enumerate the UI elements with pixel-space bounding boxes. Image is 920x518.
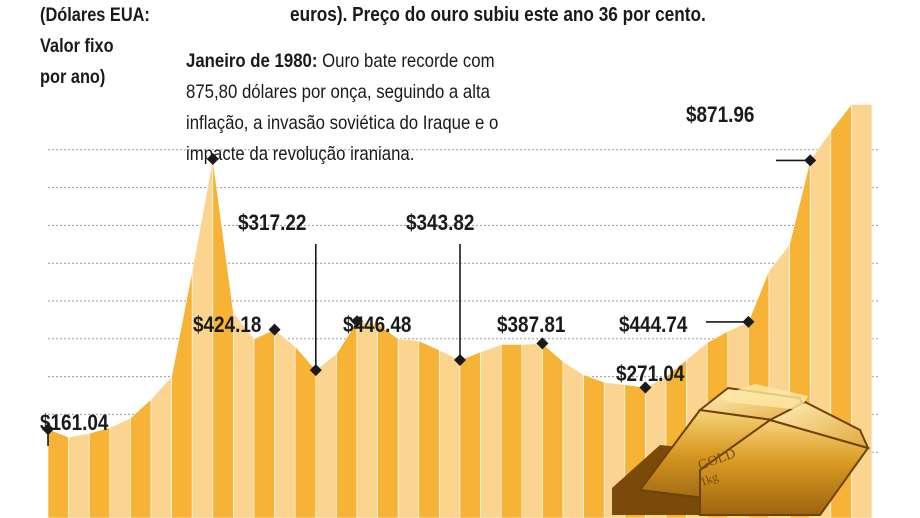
area-band: [418, 340, 440, 518]
area-band: [377, 323, 399, 518]
area-band: [562, 360, 584, 518]
area-band: [274, 329, 296, 518]
area-band: [150, 375, 172, 518]
value-label-1985: $317.22: [238, 210, 307, 235]
y-axis-label: (Dólares EUA: Valor fixo por ano): [40, 5, 150, 88]
area-band: [583, 374, 605, 518]
value-label-1996: $387.81: [497, 312, 566, 337]
area-band: [356, 320, 378, 518]
value-label-1992: $343.82: [406, 210, 475, 235]
area-band: [130, 398, 152, 518]
area-band: [397, 338, 420, 518]
area-band: [542, 342, 564, 518]
value-markers: [42, 152, 817, 446]
area-band: [521, 343, 543, 518]
area-band: [500, 344, 523, 518]
area-band: [47, 428, 69, 518]
area-band: [439, 349, 461, 518]
svg-text:1kg: 1kg: [698, 470, 720, 489]
area-band: [459, 351, 481, 518]
area-band: [109, 417, 131, 518]
area-band: [88, 427, 111, 518]
annotation-1980: Janeiro de 1980: Ouro bate recorde com 8…: [186, 46, 547, 170]
value-label-1987: $446.48: [343, 312, 412, 337]
area-band: [253, 329, 275, 518]
value-label-2006: $444.74: [619, 312, 688, 337]
value-label-2001: $271.04: [616, 361, 685, 386]
area-band: [315, 353, 337, 518]
top-note: euros). Preço do ouro subiu este ano 36 …: [290, 4, 706, 26]
value-label-2009: $871.96: [686, 102, 755, 127]
value-marker: [268, 323, 281, 336]
value-marker: [536, 337, 549, 350]
area-band: [212, 158, 234, 518]
area-band: [171, 270, 193, 518]
value-label-1983: $424.18: [193, 312, 262, 337]
value-marker: [206, 152, 219, 165]
value-label-1972: $161.04: [40, 410, 109, 435]
area-band: [191, 158, 214, 518]
annotation-title: Janeiro de 1980:: [186, 50, 318, 72]
area-band: [68, 432, 90, 518]
area-band: [480, 344, 502, 518]
value-marker: [351, 315, 363, 328]
annotation-body: Ouro bate recorde com 875,80 dólares por…: [186, 50, 499, 165]
area-band: [336, 320, 358, 518]
area-band: [233, 311, 255, 518]
area-band: [851, 104, 873, 518]
gold-bars-illustration: GOLD 1kg: [612, 384, 870, 516]
